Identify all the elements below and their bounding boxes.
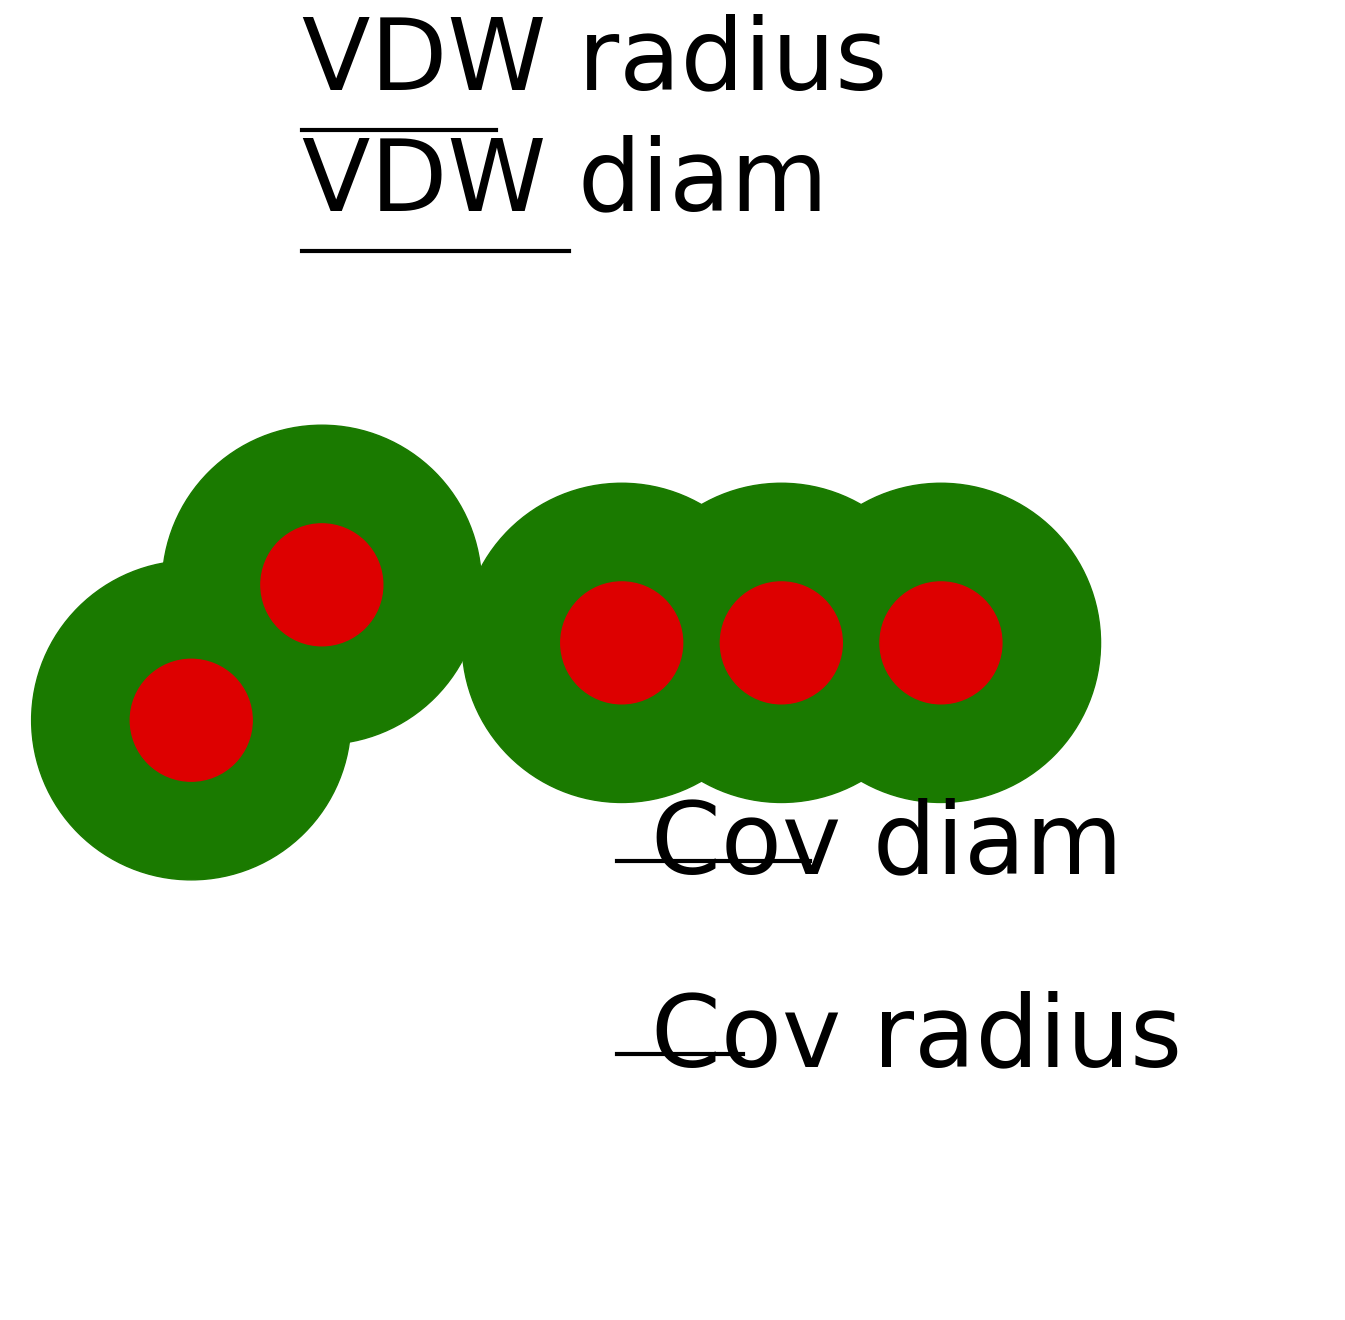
Circle shape — [163, 425, 482, 744]
Circle shape — [561, 582, 683, 704]
Circle shape — [463, 483, 781, 803]
Text: Cov radius: Cov radius — [651, 991, 1182, 1088]
Text: VDW radius: VDW radius — [303, 13, 888, 111]
Circle shape — [32, 561, 351, 880]
Circle shape — [621, 483, 941, 803]
Circle shape — [261, 524, 383, 645]
Circle shape — [880, 582, 1002, 704]
Circle shape — [721, 582, 842, 704]
Circle shape — [130, 659, 252, 781]
Text: VDW diam: VDW diam — [303, 135, 829, 232]
Text: Cov diam: Cov diam — [651, 797, 1123, 895]
Circle shape — [781, 483, 1100, 803]
